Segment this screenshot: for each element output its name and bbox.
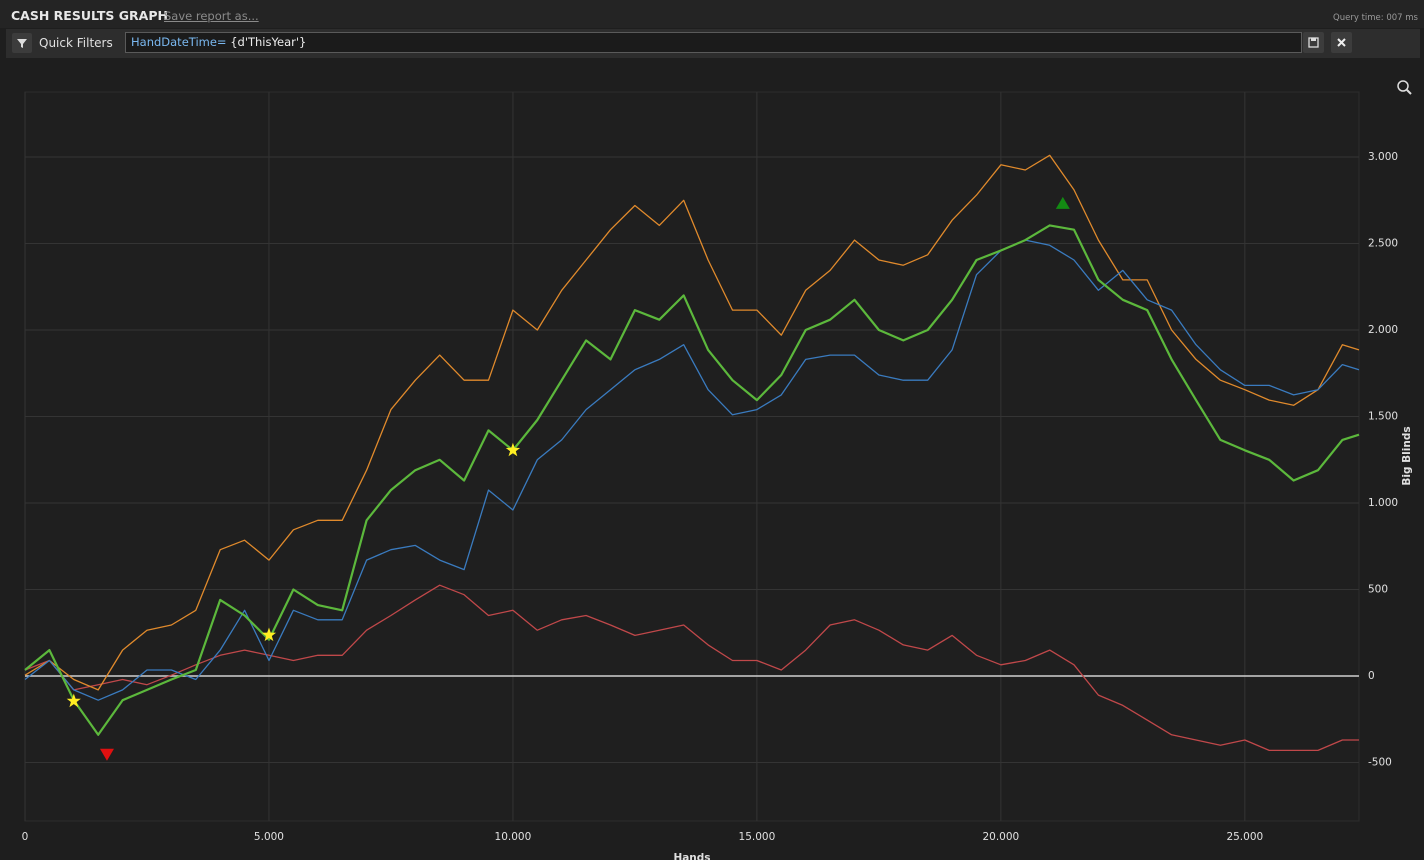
y-tick-label: 2.500	[1368, 238, 1398, 250]
filter-value: {d'ThisYear'}	[230, 35, 307, 49]
filter-icon	[17, 39, 27, 48]
title-bar: CASH RESULTS GRAPH Save report as... Que…	[0, 0, 1424, 28]
series-line	[24, 584, 1359, 752]
x-tick-label: 15.000	[739, 831, 776, 843]
y-tick-label: 3.000	[1368, 151, 1398, 163]
quick-filters-label: Quick Filters	[39, 36, 113, 50]
marker	[261, 627, 277, 642]
marker	[66, 693, 81, 708]
report-title: CASH RESULTS GRAPH	[11, 8, 168, 23]
series-line	[24, 224, 1360, 736]
y-tick-label: 2.000	[1368, 324, 1398, 336]
filter-input[interactable]: HandDateTime= {d'ThisYear'}	[125, 32, 1302, 53]
filter-bar: Quick Filters HandDateTime= {d'ThisYear'…	[6, 29, 1420, 58]
clear-filter-button[interactable]	[1331, 32, 1352, 53]
x-tick-label: 0	[22, 831, 29, 843]
save-report-link[interactable]: Save report as...	[164, 9, 259, 23]
marker	[1055, 196, 1070, 209]
x-tick-label: 20.000	[982, 831, 1019, 843]
save-icon	[1308, 37, 1319, 48]
y-tick-label: -500	[1368, 757, 1392, 769]
y-tick-label: 1.500	[1368, 411, 1398, 423]
zoom-lens	[1397, 80, 1409, 92]
x-tick-label: 25.000	[1226, 831, 1263, 843]
chart: -500 0 500 1.000 1.500 2.000 2.500 3.000 0 5.000 1…	[22, 80, 1413, 860]
y-axis-title: Big Blinds	[1401, 426, 1413, 485]
zoom-icon[interactable]	[1397, 80, 1412, 95]
close-icon	[1337, 38, 1346, 47]
save-filter-button[interactable]	[1303, 32, 1324, 53]
y-tick-label: 500	[1368, 584, 1388, 596]
y-tick-label: 0	[1368, 670, 1375, 682]
query-time: Query time: 007 ms	[1333, 13, 1418, 23]
plot-area	[24, 91, 1360, 822]
x-axis-title: Hands	[673, 852, 710, 860]
filter-button[interactable]	[12, 33, 32, 53]
y-tick-label: 1.000	[1368, 497, 1398, 509]
zoom-handle	[1406, 89, 1412, 95]
series-line	[24, 154, 1360, 691]
marker	[99, 748, 114, 761]
marker	[505, 442, 521, 457]
x-tick-label: 10.000	[495, 831, 532, 843]
filter-field: HandDateTime=	[131, 35, 227, 49]
x-tick-label: 5.000	[254, 831, 284, 843]
